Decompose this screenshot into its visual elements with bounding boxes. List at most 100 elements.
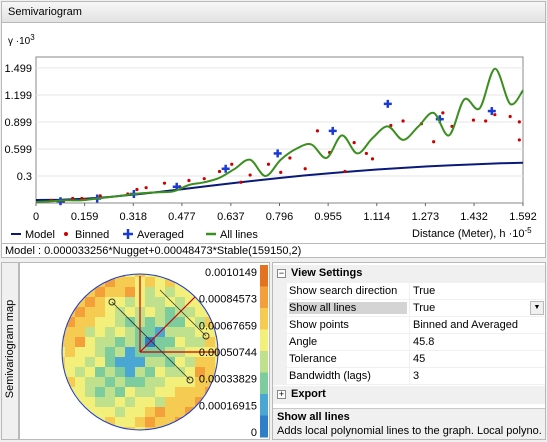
map-cell	[175, 327, 185, 337]
prop-value[interactable]: 3	[409, 368, 545, 385]
map-cell	[215, 307, 218, 317]
binned-point	[370, 157, 375, 161]
map-cell	[105, 417, 115, 427]
map-cell	[65, 297, 75, 307]
map-cell	[85, 277, 95, 287]
map-cell	[62, 347, 65, 357]
prop-row-tolerance[interactable]: Tolerance 45	[273, 351, 545, 368]
scale-swatch	[260, 308, 268, 330]
map-cell	[185, 387, 195, 397]
prop-row-angle[interactable]: Angle 45.8	[273, 334, 545, 351]
map-cell	[125, 307, 135, 317]
map-cell	[95, 357, 105, 367]
expand-icon[interactable]: +	[277, 389, 286, 399]
map-cell	[95, 307, 105, 317]
all-lines-curve	[35, 67, 524, 204]
map-cell	[215, 427, 218, 430]
binned-point	[239, 180, 243, 184]
map-cell	[62, 274, 65, 277]
binned-point	[517, 120, 521, 124]
map-cell	[155, 337, 165, 347]
overlay-handle-icon	[186, 376, 194, 384]
prop-row-show-search-direction[interactable]: Show search direction True	[273, 283, 545, 300]
map-cell	[125, 287, 135, 297]
map-cell	[125, 377, 135, 387]
map-cell	[165, 417, 175, 427]
scale-label: 0.00033829	[199, 374, 257, 386]
map-cell	[65, 407, 75, 417]
map-cell	[185, 337, 195, 347]
map-cell	[145, 317, 155, 327]
map-cell	[215, 357, 218, 367]
map-cell	[195, 317, 205, 327]
map-cell	[215, 347, 218, 357]
prop-row-show-points[interactable]: Show points Binned and Averaged	[273, 317, 545, 334]
map-cell	[105, 337, 115, 347]
map-cell	[175, 367, 185, 377]
map-cell	[115, 367, 125, 377]
x-tick-label: 0.955	[314, 211, 342, 223]
map-cell	[105, 397, 115, 407]
map-cell	[175, 377, 185, 387]
y-tick-label: 0.3	[17, 171, 32, 183]
map-cell	[65, 337, 75, 347]
map-cell	[185, 427, 195, 430]
x-tick-label: 0.637	[217, 211, 245, 223]
y-tick-label: 0.599	[4, 144, 32, 156]
binned-point	[471, 118, 476, 122]
map-cell	[155, 307, 165, 317]
prop-name: Bandwidth (lags)	[289, 370, 371, 382]
map-cell	[185, 317, 195, 327]
search-direction-overlay[interactable]	[108, 276, 216, 384]
map-cell	[105, 327, 115, 337]
map-cell	[205, 317, 215, 327]
map-cell	[165, 297, 175, 307]
prop-row-show-all-lines[interactable]: Show all lines True ▼	[273, 300, 545, 317]
x-tick-label: 0.796	[266, 211, 294, 223]
category-view-settings[interactable]: − View Settings	[273, 265, 545, 283]
dropdown-arrow-icon[interactable]: ▼	[530, 301, 544, 315]
map-cell	[145, 417, 155, 427]
map-cell	[85, 347, 95, 357]
prop-name: Angle	[289, 336, 318, 348]
map-cell	[145, 397, 155, 407]
map-cell	[75, 337, 85, 347]
map-cell	[115, 417, 125, 427]
scale-swatch	[260, 415, 268, 438]
prop-value[interactable]: 45	[409, 351, 545, 368]
map-cell	[195, 387, 205, 397]
property-grid[interactable]: − View Settings Show search direction Tru…	[272, 262, 546, 440]
scale-swatch	[260, 265, 268, 287]
map-cell	[62, 377, 65, 387]
prop-name: Tolerance	[289, 353, 337, 365]
prop-value[interactable]: 45.8	[409, 334, 545, 351]
map-cell	[135, 407, 145, 417]
map-cell	[145, 327, 155, 337]
map-cell	[195, 427, 205, 430]
map-cell	[62, 427, 65, 430]
map-cell	[105, 387, 115, 397]
map-cell	[105, 274, 115, 277]
semivariogram-map[interactable]: 0.0010149 0.00084573 0.00067659 0.00050744 0…	[19, 262, 270, 440]
binned-point	[517, 138, 521, 142]
category-export[interactable]: + Export	[273, 386, 545, 404]
map-cell	[75, 427, 85, 430]
map-cell	[155, 277, 165, 287]
map-cell	[185, 277, 195, 287]
map-cell	[62, 357, 65, 367]
map-cell	[85, 297, 95, 307]
map-cell	[85, 327, 95, 337]
prop-value[interactable]: Binned and Averaged	[409, 317, 545, 334]
binned-point	[493, 113, 497, 117]
prop-row-bandwidth-lags[interactable]: Bandwidth (lags) 3	[273, 368, 545, 385]
map-cell	[125, 407, 135, 417]
map-cell	[115, 277, 125, 287]
model-formula: Model : 0.000033256*Nugget+0.00048473*St…	[1, 243, 546, 258]
collapse-icon[interactable]: −	[277, 268, 286, 278]
map-side-tab[interactable]: Semivariogram map	[1, 262, 19, 440]
series-all-lines	[35, 67, 524, 204]
prop-value[interactable]: True	[409, 300, 545, 317]
prop-value[interactable]: True	[409, 283, 545, 300]
binned-point	[162, 181, 167, 185]
map-cell	[95, 387, 105, 397]
